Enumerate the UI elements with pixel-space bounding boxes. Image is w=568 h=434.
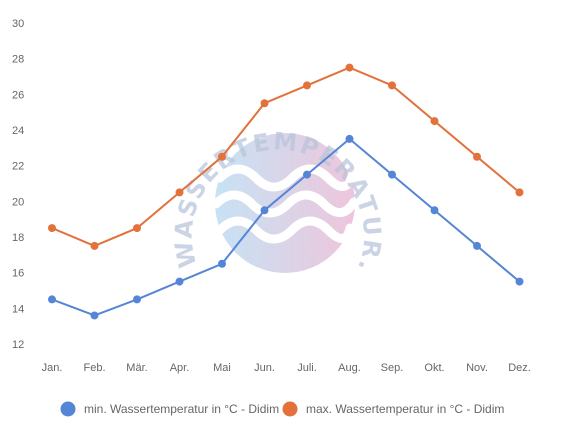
y-tick-label: 30 [12,18,24,30]
data-point[interactable] [260,99,269,108]
data-point[interactable] [133,224,141,233]
data-point[interactable] [218,152,226,161]
x-tick-label: Dez. [508,362,531,374]
x-tick-label: Juli. [297,362,317,374]
y-tick-label: 24 [12,125,24,137]
y-axis: 12 14 16 18 20 22 24 26 28 30 [12,18,24,351]
data-point[interactable] [430,206,439,215]
y-tick-label: 26 [12,89,24,101]
watermark-logo: WASSERTEMPERATUR.ORG [0,0,385,277]
x-axis: Jan. Feb. Mär. Apr. Mai Jun. Juli. Aug. Sep. Okt.… [42,362,531,374]
series-max [48,63,524,250]
data-point[interactable] [133,295,141,304]
y-tick-label: 14 [12,303,24,315]
watermark-waves-icon [211,164,359,244]
y-tick-label: 16 [12,268,24,280]
x-tick-label: Mär. [126,362,147,374]
data-point[interactable] [515,188,524,197]
legend-label: max. Wassertemperatur in °C - Didim [306,402,504,416]
data-point[interactable] [303,81,311,90]
y-tick-label: 28 [12,54,24,66]
data-point[interactable] [345,63,354,72]
y-tick-label: 20 [12,196,24,208]
x-tick-label: Feb. [83,362,105,374]
data-point[interactable] [175,277,184,286]
data-point[interactable] [175,188,184,197]
x-tick-label: Jan. [42,362,63,374]
legend-label: min. Wassertemperatur in °C - Didim [84,402,279,416]
data-point[interactable] [345,134,354,143]
x-tick-label: Mai [213,362,231,374]
y-tick-label: 18 [12,232,24,244]
series-layer [48,63,524,320]
data-point[interactable] [260,206,269,215]
data-point[interactable] [388,81,396,90]
data-point[interactable] [430,117,439,126]
x-tick-label: Nov. [466,362,488,374]
series-min [48,134,524,320]
data-point[interactable] [90,241,99,250]
x-tick-label: Aug. [338,362,361,374]
x-tick-label: Sep. [381,362,404,374]
series-line [51,66,521,248]
data-point[interactable] [90,311,99,320]
legend-item[interactable]: min. Wassertemperatur in °C - Didim [60,401,280,417]
data-point[interactable] [515,277,524,286]
data-point[interactable] [48,224,56,233]
x-tick-label: Apr. [170,362,190,374]
y-tick-label: 22 [12,161,24,173]
legend-item[interactable]: max. Wassertemperatur in °C - Didim [282,401,505,417]
x-tick-label: Okt. [424,362,444,374]
series-line [51,137,521,317]
legend-marker [282,401,298,417]
data-point[interactable] [388,170,396,179]
legend: min. Wassertemperatur in °C - Didim max. … [60,401,505,417]
data-point[interactable] [48,295,56,304]
data-point[interactable] [473,241,481,250]
data-point[interactable] [303,170,311,179]
y-tick-label: 12 [12,339,24,351]
legend-marker [60,401,76,417]
data-point[interactable] [473,152,481,161]
data-point[interactable] [218,259,226,268]
x-tick-label: Jun. [254,362,275,374]
